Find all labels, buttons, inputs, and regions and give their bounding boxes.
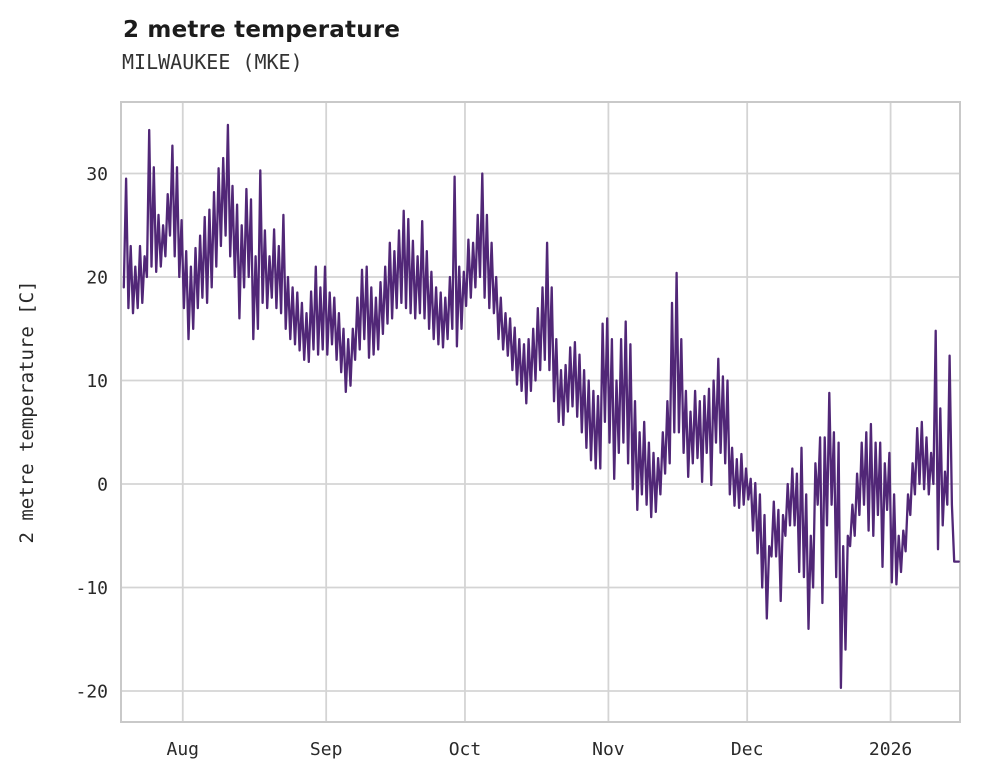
x-tick-label: Sep xyxy=(310,739,343,760)
chart-subtitle: MILWAUKEE (MKE) xyxy=(122,50,303,74)
x-tick-label: Oct xyxy=(449,739,482,760)
chart-title: 2 metre temperature xyxy=(123,17,401,43)
plot-frame xyxy=(120,101,961,723)
x-tick-label: 2026 xyxy=(869,739,912,760)
x-axis-tick-labels: Aug Sep Oct Nov Dec 2026 xyxy=(167,739,913,760)
y-axis-tick-labels: 30 20 10 0 -10 -20 xyxy=(75,164,108,703)
x-tick-label: Dec xyxy=(731,739,764,760)
y-tick-label: -10 xyxy=(75,578,108,599)
y-tick-label: -20 xyxy=(75,682,108,703)
y-axis-label: 2 metre temperature [C] xyxy=(16,280,38,543)
x-tick-label: Nov xyxy=(592,739,625,760)
temperature-series-line xyxy=(122,123,960,690)
x-tick-label: Aug xyxy=(167,739,200,760)
y-tick-label: 0 xyxy=(97,475,108,496)
y-tick-label: 30 xyxy=(86,164,108,185)
y-tick-label: 20 xyxy=(86,268,108,289)
y-tick-label: 10 xyxy=(86,371,108,392)
